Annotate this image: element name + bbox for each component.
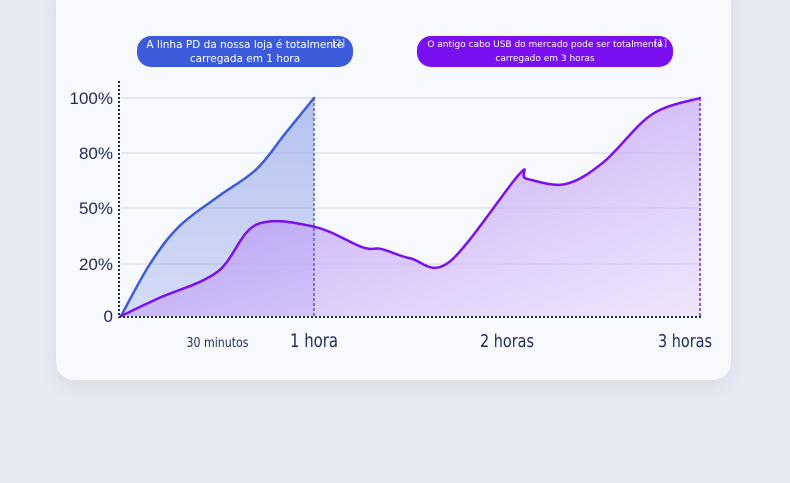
usb-annotation-text: O antigo cabo USB do mercado pode ser to… (427, 40, 663, 64)
pd-annotation-text: A linha PD da nossa loja é totalmente ca… (146, 39, 344, 65)
x-tick-labels: 30 minutos 1 hora 2 horas 3 horas (187, 330, 713, 352)
x-tick-label: 1 hora (290, 330, 338, 352)
y-tick-label: 0 (104, 307, 113, 326)
usb-line (119, 96, 702, 318)
y-tick-label: 80% (79, 144, 113, 163)
pd-annotation: A linha PD da nossa loja é totalmente ca… (137, 36, 353, 67)
x-tick-label: 3 horas (658, 331, 712, 352)
x-tick-label: 2 horas (480, 331, 534, 352)
series-areas (121, 98, 700, 316)
pd-line (119, 96, 316, 318)
y-tick-label: 20% (79, 255, 113, 274)
usb-annotation-cite: [1] (654, 39, 667, 49)
y-tick-label: 100% (70, 89, 113, 108)
x-tick-label: 30 minutos (187, 336, 249, 351)
usb-annotation: O antigo cabo USB do mercado pode ser to… (417, 36, 673, 67)
axes (118, 81, 702, 318)
y-tick-labels: 0 20% 50% 80% 100% (70, 89, 113, 326)
series-lines (119, 96, 702, 318)
pd-annotation-cite: [2] (332, 39, 345, 49)
usb-area (121, 98, 700, 316)
y-tick-label: 50% (79, 199, 113, 218)
